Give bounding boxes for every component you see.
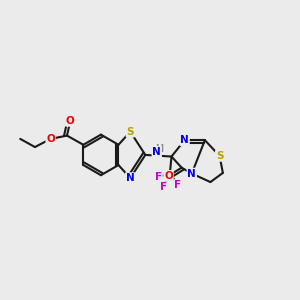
Text: S: S	[216, 151, 223, 161]
Text: N: N	[152, 147, 161, 157]
Text: F: F	[155, 172, 162, 182]
Text: F: F	[160, 182, 167, 192]
Text: O: O	[66, 116, 75, 126]
Text: F: F	[175, 180, 182, 190]
Text: S: S	[127, 127, 134, 137]
Text: N: N	[180, 135, 189, 145]
Text: O: O	[46, 134, 55, 144]
Text: N: N	[188, 169, 196, 178]
Text: N: N	[126, 173, 135, 183]
Text: O: O	[164, 171, 173, 181]
Text: H: H	[155, 143, 163, 154]
